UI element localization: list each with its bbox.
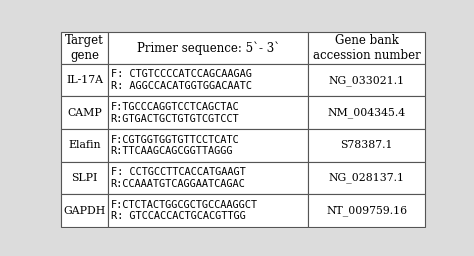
Text: F: CCTGCCTTCACCATGAAGT
R:CCAAATGTCAGGAATCAGAC: F: CCTGCCTTCACCATGAAGT R:CCAAATGTCAGGAAT… [110,167,246,189]
Text: F: CTGTCCCCATCCAGCAAGAG
R: AGGCCACATGGTGGACAATC: F: CTGTCCCCATCCAGCAAGAG R: AGGCCACATGGTG… [110,69,251,91]
Bar [61,194,109,227]
Bar [109,129,309,162]
Text: F:CGTGGTGGTGTTCCTCATC
R:TTCAAGCAGCGGTTAGGG: F:CGTGGTGGTGTTCCTCATC R:TTCAAGCAGCGGTTAG… [110,135,239,156]
Text: SLPI: SLPI [72,173,98,183]
Text: NT_009759.16: NT_009759.16 [326,205,407,216]
Text: F:TGCCCAGGTCCTCAGCTAC
R:GTGACTGCTGTGTCGTCCT: F:TGCCCAGGTCCTCAGCTAC R:GTGACTGCTGTGTCGT… [110,102,239,124]
Bar [61,32,109,64]
Text: NG_028137.1: NG_028137.1 [328,173,405,183]
Text: NM_004345.4: NM_004345.4 [328,108,406,118]
Bar [109,64,309,97]
Bar [61,129,109,162]
Text: S78387.1: S78387.1 [340,140,393,150]
Bar [61,162,109,194]
Text: CAMP: CAMP [67,108,102,118]
Text: Primer sequence: 5`- 3`: Primer sequence: 5`- 3` [137,41,280,55]
Text: Elafin: Elafin [68,140,101,150]
Text: GAPDH: GAPDH [64,206,106,216]
Text: F:CTCTACTGGCGCTGCCAAGGCT
R: GTCCACCACTGCACGTTGG: F:CTCTACTGGCGCTGCCAAGGCT R: GTCCACCACTGC… [110,200,257,221]
Bar [109,97,309,129]
Bar [61,64,109,97]
Bar [109,32,309,64]
Bar [309,194,425,227]
Text: NG_033021.1: NG_033021.1 [328,75,405,86]
Text: Gene bank
accession number: Gene bank accession number [313,34,420,62]
Bar [109,194,309,227]
Bar [309,64,425,97]
Bar [109,162,309,194]
Bar [309,97,425,129]
Text: IL-17A: IL-17A [66,75,103,85]
Bar [61,97,109,129]
Bar [309,32,425,64]
Bar [309,162,425,194]
Text: Target
gene: Target gene [65,34,104,62]
Bar [309,129,425,162]
